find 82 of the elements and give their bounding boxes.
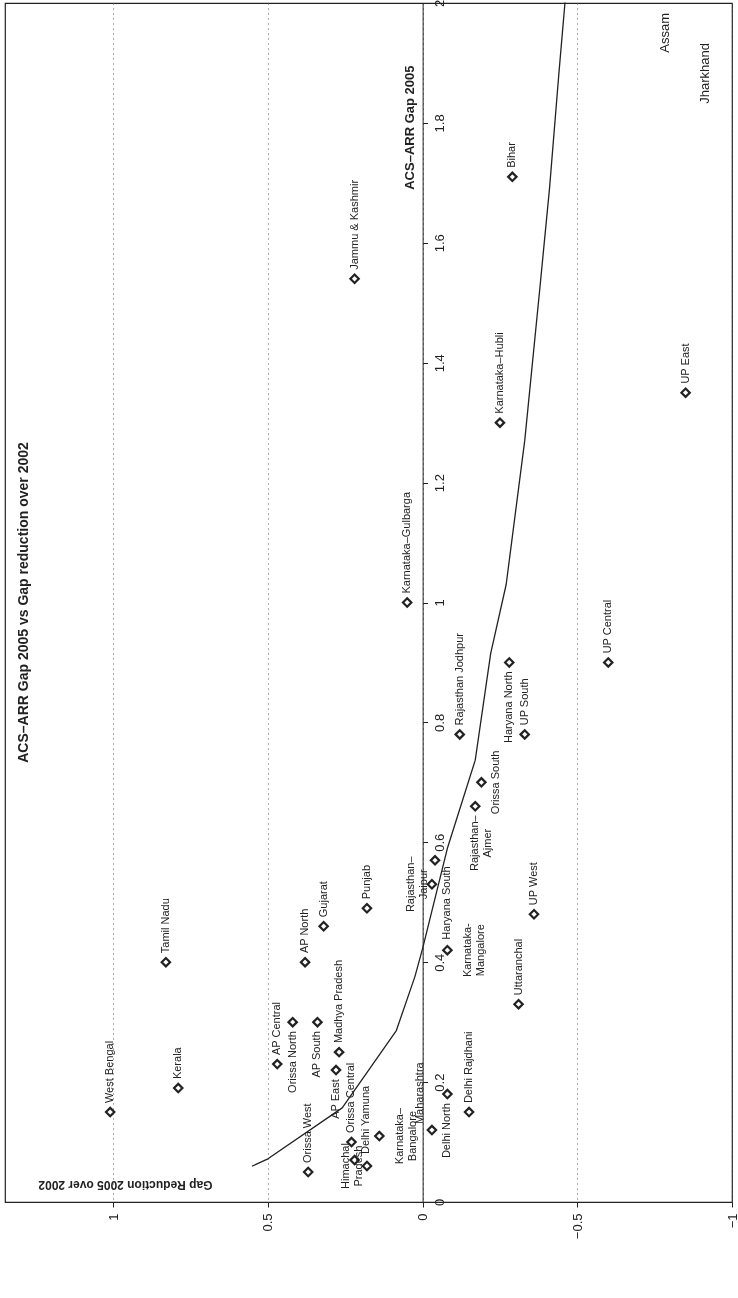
y-tick-label: 1.8	[432, 114, 448, 133]
y-tick-label: 1	[432, 599, 448, 607]
point	[361, 902, 373, 914]
y-tick-label: 1.4	[432, 354, 448, 373]
annotation: Delhi Rajdhani	[462, 1031, 475, 1104]
point	[374, 1130, 385, 1142]
point	[442, 944, 453, 956]
point	[494, 417, 506, 428]
point	[429, 855, 441, 866]
point	[271, 1058, 283, 1070]
y-tick-label: 0.6	[432, 833, 448, 852]
annotation: UP Central	[601, 599, 614, 654]
annotation: Kerala	[171, 1046, 184, 1080]
annotation: Orissa North	[285, 1031, 298, 1093]
y-tick-label: 1.2	[432, 474, 448, 493]
y-tick-label: 0.8	[432, 713, 448, 732]
point	[463, 1106, 475, 1118]
annotation: Tamil Nadu	[158, 898, 171, 954]
point	[602, 657, 614, 668]
point	[426, 1124, 438, 1136]
point	[513, 998, 524, 1010]
annotation: Madhya Pradesh	[332, 959, 345, 1044]
point	[349, 273, 360, 285]
annotation: Assam	[657, 13, 672, 53]
annotation: Karnataka–Hubli	[492, 332, 505, 414]
annotation: AP Central	[270, 1002, 283, 1056]
y-tick-label: 0.4	[432, 953, 448, 972]
annotation: Jammu & Kashmir	[347, 179, 360, 270]
point	[442, 1088, 453, 1100]
x-tick-label: 0	[415, 1213, 431, 1221]
annotation: UP East	[678, 343, 691, 384]
annotation: Uttaranchal	[511, 938, 524, 996]
annotation: Rajasthan Jodhpur	[452, 632, 465, 726]
annotation: UP West	[527, 862, 540, 906]
x-tick-label: −0.5	[569, 1213, 585, 1240]
annotation: Orissa South	[488, 750, 501, 815]
point	[476, 777, 487, 788]
annotation: Rajasthan– Jaipur	[403, 855, 429, 913]
annotation: Gujarat	[316, 881, 329, 918]
x-tick-label: 1	[105, 1213, 121, 1221]
y-tick-label: 1.6	[432, 234, 448, 253]
point	[361, 1160, 373, 1172]
annotation: Haryana South	[439, 866, 452, 940]
point	[312, 1016, 323, 1028]
point	[469, 801, 481, 812]
annotation: West Bengal	[103, 1040, 116, 1104]
point	[507, 171, 518, 183]
text: ACS–ARR Gap 2005 vs Gap reduction over 2002	[15, 442, 31, 763]
y-tick-label: 0.2	[432, 1073, 448, 1092]
point	[160, 956, 172, 968]
point	[519, 729, 531, 740]
point	[680, 387, 691, 398]
y-axis-title: ACS–ARR Gap 2005	[402, 65, 418, 190]
point	[333, 1046, 345, 1058]
point	[287, 1016, 298, 1028]
annotation: Rajasthan– Ajmer	[468, 814, 494, 871]
point	[454, 729, 466, 740]
annotation: Haryana North	[502, 671, 515, 743]
point	[503, 657, 515, 668]
point	[401, 597, 413, 608]
annotation: UP South	[517, 678, 530, 726]
point	[302, 1166, 314, 1178]
point	[172, 1082, 184, 1094]
annotation: AP North	[298, 908, 311, 954]
annotation: AP East	[329, 1079, 342, 1119]
x-tick-label: −1	[724, 1213, 738, 1229]
annotation: Jharkhand	[697, 43, 712, 104]
annotation: Karnataka- Mangalore	[461, 922, 487, 978]
point	[528, 908, 540, 920]
annotation: Karnataka–Gulbarga	[400, 491, 413, 594]
annotation: Orissa Central	[344, 1062, 357, 1134]
text: Gap Reduction 2005 over 2002	[38, 1178, 213, 1193]
point	[299, 956, 311, 968]
annotation: AP South	[310, 1031, 323, 1078]
x-tick-label: 0.5	[260, 1213, 276, 1232]
annotation: Bihar	[505, 141, 518, 168]
point	[104, 1106, 116, 1118]
annotation: Orissa West	[301, 1103, 314, 1164]
annotation: Punjab	[359, 864, 372, 900]
point	[318, 920, 329, 932]
point	[330, 1064, 342, 1076]
annotation: Delhi North	[440, 1103, 453, 1159]
